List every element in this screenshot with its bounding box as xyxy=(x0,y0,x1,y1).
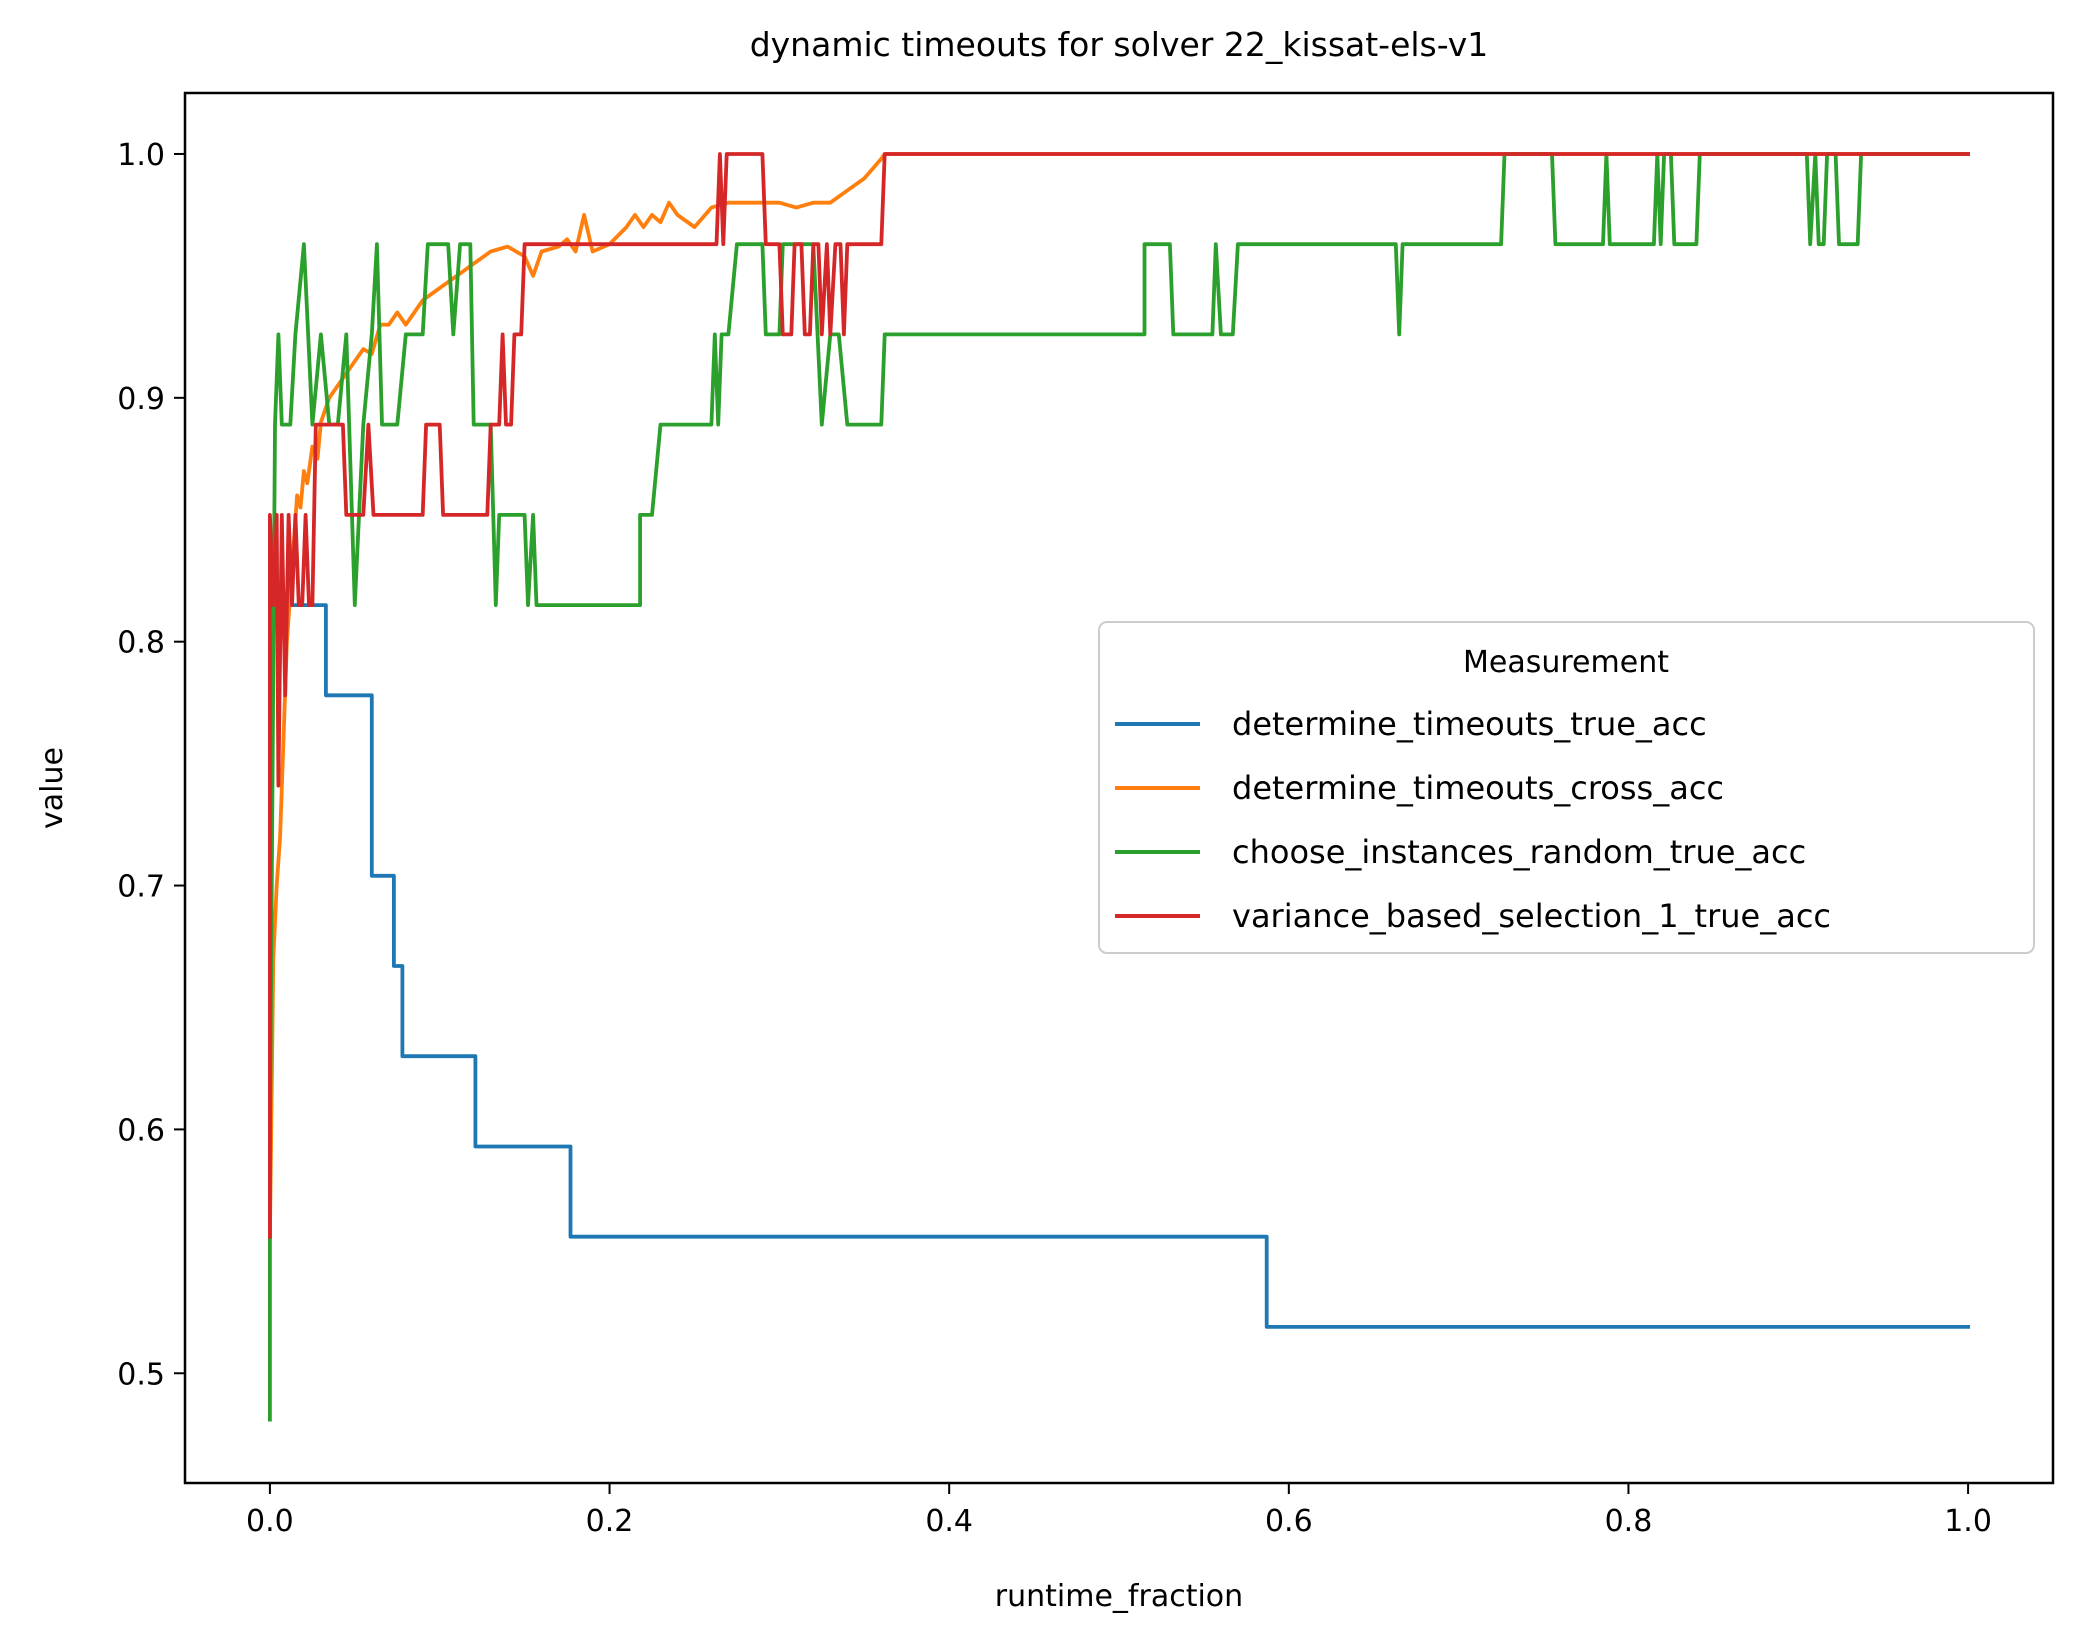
legend-label: determine_timeouts_true_acc xyxy=(1232,705,1707,743)
y-axis-label: value xyxy=(35,747,70,829)
series-line-1 xyxy=(267,152,1970,1239)
legend-label: choose_instances_random_true_acc xyxy=(1232,833,1806,871)
legend: Measurement determine_timeouts_true_accd… xyxy=(1098,621,2035,954)
legend-label: determine_timeouts_cross_acc xyxy=(1232,769,1724,807)
legend-title: Measurement xyxy=(1463,645,1669,680)
legend-label: variance_based_selection_1_true_acc xyxy=(1232,897,1831,935)
series-line-2 xyxy=(268,152,1970,1422)
y-tick-label: 0.5 xyxy=(117,1357,165,1392)
axes-frame xyxy=(183,91,2055,1485)
x-tick-label: 0.2 xyxy=(586,1504,634,1539)
legend-box xyxy=(1098,621,2035,954)
legend-items: determine_timeouts_true_acc determine_tim… xyxy=(1115,705,1831,935)
y-tick-label: 0.7 xyxy=(117,870,165,905)
x-axis-ticks: 0.0 0.2 0.4 0.6 0.8 1.0 xyxy=(246,1483,1992,1539)
x-tick-label: 0.0 xyxy=(246,1504,294,1539)
series-line-3 xyxy=(268,152,1970,1239)
x-tick-label: 0.4 xyxy=(925,1504,973,1539)
y-tick-label: 1.0 xyxy=(117,138,165,173)
x-tick-label: 1.0 xyxy=(1944,1504,1992,1539)
y-tick-label: 0.8 xyxy=(117,626,165,661)
chart-title: dynamic timeouts for solver 22_kissat-el… xyxy=(750,25,1489,64)
x-tick-label: 0.6 xyxy=(1265,1504,1313,1539)
series-layer xyxy=(267,152,1970,1422)
y-tick-label: 0.9 xyxy=(117,382,165,417)
x-tick-label: 0.8 xyxy=(1605,1504,1653,1539)
x-axis-label: runtime_fraction xyxy=(995,1579,1243,1614)
y-axis-ticks: 0.5 0.6 0.7 0.8 0.9 1.0 xyxy=(117,138,185,1392)
y-tick-label: 0.6 xyxy=(117,1113,165,1148)
series-line-0 xyxy=(268,603,1970,1329)
